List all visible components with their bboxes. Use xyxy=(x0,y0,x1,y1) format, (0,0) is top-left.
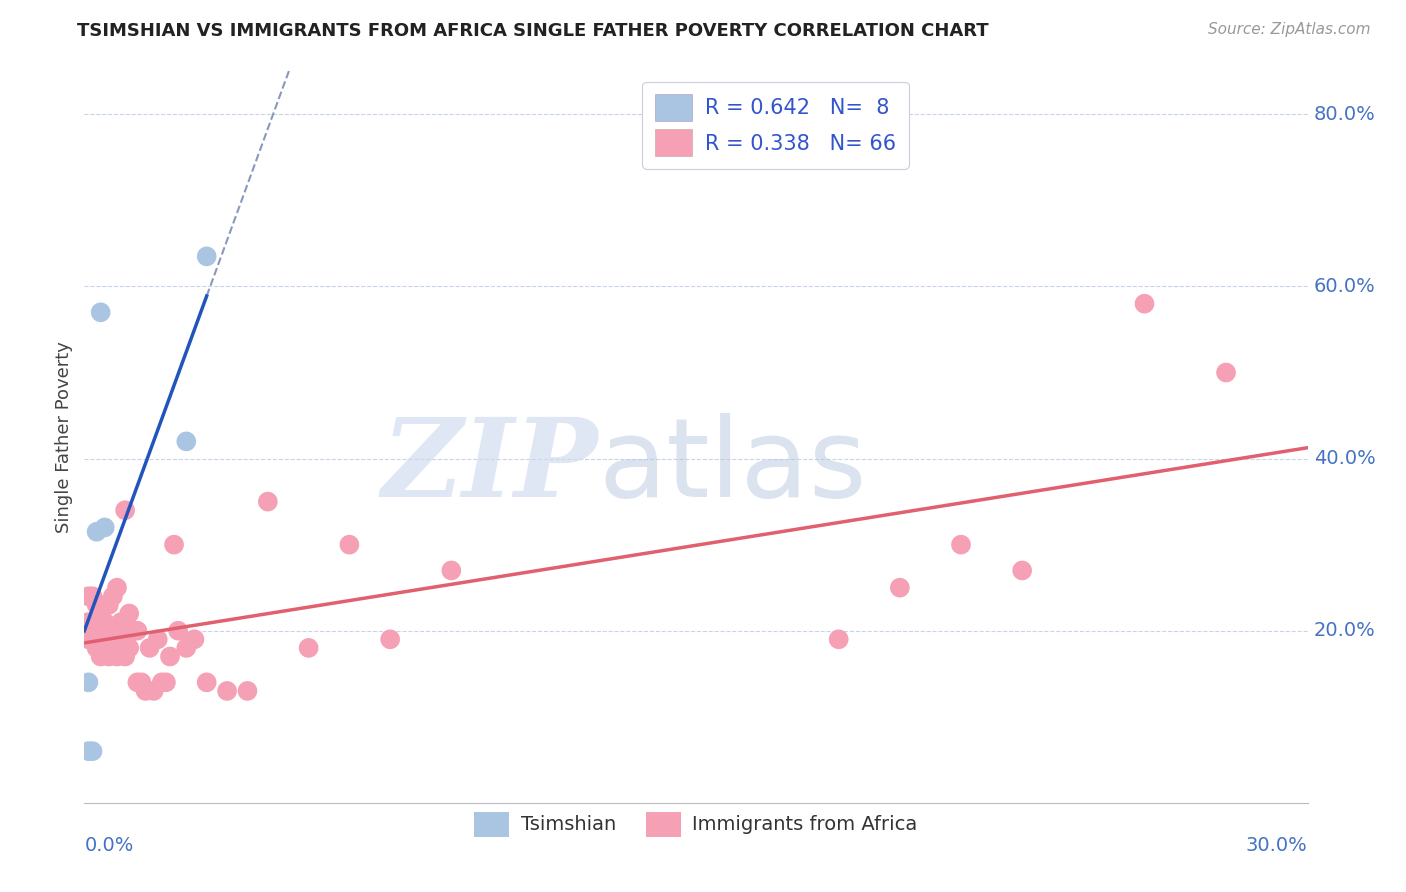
Text: 60.0%: 60.0% xyxy=(1313,277,1375,296)
Text: Source: ZipAtlas.com: Source: ZipAtlas.com xyxy=(1208,22,1371,37)
Text: 30.0%: 30.0% xyxy=(1246,836,1308,855)
Point xyxy=(93,598,115,612)
Point xyxy=(142,684,165,698)
Point xyxy=(257,494,280,508)
Point xyxy=(114,632,136,647)
Point xyxy=(110,640,132,655)
Point xyxy=(93,640,115,655)
Point xyxy=(105,624,128,638)
Point xyxy=(90,305,112,319)
Point xyxy=(114,503,136,517)
Point xyxy=(97,624,120,638)
Point xyxy=(82,632,104,647)
Point xyxy=(159,649,181,664)
Point xyxy=(105,581,128,595)
Point xyxy=(127,675,149,690)
Point xyxy=(174,434,197,449)
Point xyxy=(97,598,120,612)
Point xyxy=(110,615,132,629)
Point xyxy=(167,624,190,638)
Point xyxy=(86,632,108,647)
Point xyxy=(163,538,186,552)
Point xyxy=(889,581,911,595)
Point xyxy=(93,615,115,629)
Point xyxy=(77,744,100,758)
Point xyxy=(77,675,100,690)
Point xyxy=(82,615,104,629)
Point xyxy=(195,675,218,690)
Point xyxy=(155,675,177,690)
Point xyxy=(339,538,361,552)
Point xyxy=(183,632,205,647)
Point xyxy=(118,640,141,655)
Point xyxy=(828,632,851,647)
Point xyxy=(86,624,108,638)
Point xyxy=(77,615,100,629)
Point xyxy=(90,624,112,638)
Point xyxy=(93,520,115,534)
Point xyxy=(114,649,136,664)
Text: atlas: atlas xyxy=(598,413,866,520)
Point xyxy=(950,538,973,552)
Point xyxy=(1215,366,1237,380)
Point xyxy=(86,615,108,629)
Point xyxy=(77,632,100,647)
Point xyxy=(127,624,149,638)
Point xyxy=(86,524,108,539)
Point xyxy=(90,632,112,647)
Point xyxy=(298,640,321,655)
Point xyxy=(440,564,463,578)
Point xyxy=(86,598,108,612)
Text: TSIMSHIAN VS IMMIGRANTS FROM AFRICA SINGLE FATHER POVERTY CORRELATION CHART: TSIMSHIAN VS IMMIGRANTS FROM AFRICA SING… xyxy=(77,22,988,40)
Point xyxy=(146,632,169,647)
Text: 0.0%: 0.0% xyxy=(84,836,134,855)
Y-axis label: Single Father Poverty: Single Father Poverty xyxy=(55,341,73,533)
Point xyxy=(236,684,259,698)
Point xyxy=(101,589,124,603)
Point xyxy=(90,649,112,664)
Point xyxy=(138,640,160,655)
Point xyxy=(135,684,157,698)
Point xyxy=(77,589,100,603)
Text: 40.0%: 40.0% xyxy=(1313,449,1375,468)
Point xyxy=(82,624,104,638)
Text: 20.0%: 20.0% xyxy=(1313,621,1375,640)
Legend: Tsimshian, Immigrants from Africa: Tsimshian, Immigrants from Africa xyxy=(467,804,925,845)
Text: ZIP: ZIP xyxy=(381,413,598,520)
Point xyxy=(93,632,115,647)
Text: 80.0%: 80.0% xyxy=(1313,105,1375,124)
Point xyxy=(82,744,104,758)
Point xyxy=(118,607,141,621)
Point xyxy=(1133,296,1156,310)
Point xyxy=(122,624,145,638)
Point xyxy=(90,607,112,621)
Point xyxy=(174,640,197,655)
Point xyxy=(217,684,239,698)
Point xyxy=(86,640,108,655)
Point xyxy=(195,249,218,263)
Point xyxy=(380,632,402,647)
Point xyxy=(97,640,120,655)
Point xyxy=(101,632,124,647)
Point xyxy=(150,675,173,690)
Point xyxy=(97,649,120,664)
Point xyxy=(82,589,104,603)
Point xyxy=(105,649,128,664)
Point xyxy=(1011,564,1033,578)
Point xyxy=(131,675,153,690)
Point xyxy=(101,640,124,655)
